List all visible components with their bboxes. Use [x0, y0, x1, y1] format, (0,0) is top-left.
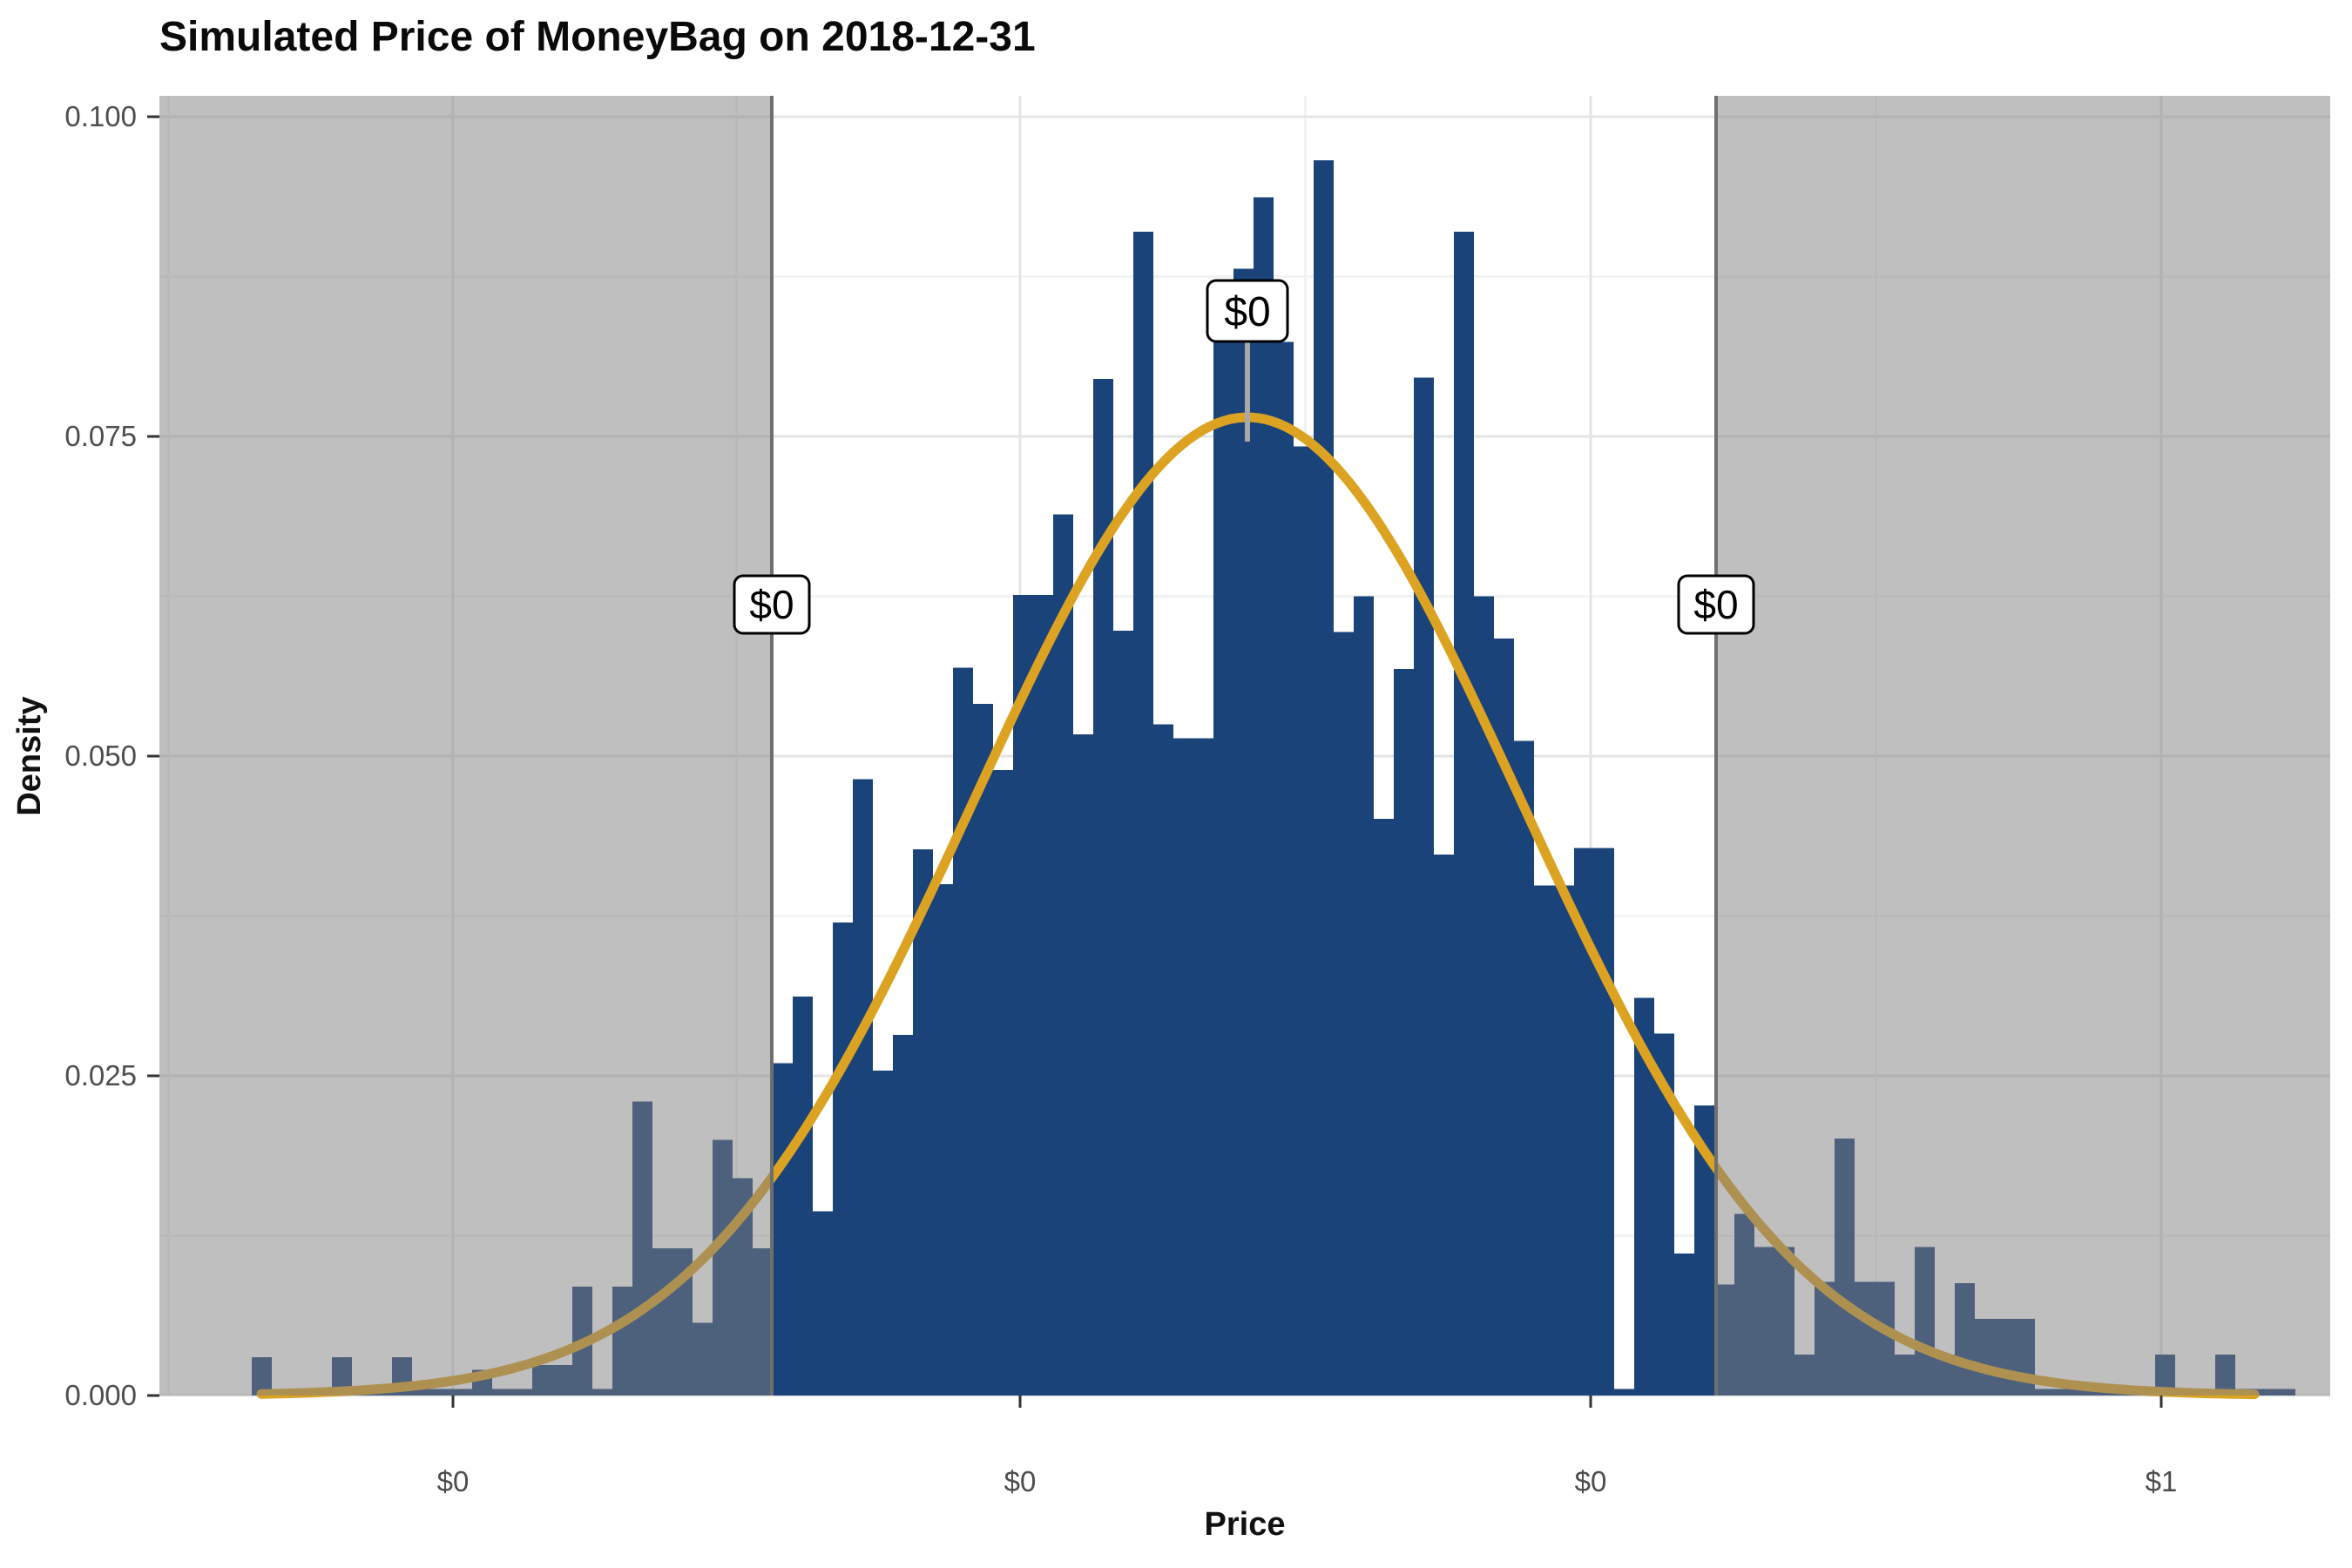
ci-shade-regions [159, 96, 2330, 1396]
histogram-bar [913, 849, 933, 1396]
histogram-bar [1133, 232, 1153, 1396]
x-tick-label: $0 [1575, 1465, 1607, 1497]
histogram-bar [1594, 848, 1614, 1396]
histogram-bar [1454, 232, 1474, 1396]
histogram-bar [773, 1063, 793, 1396]
histogram-bar [1113, 631, 1133, 1396]
ci-boundary-lines [770, 96, 1718, 1396]
histogram-bar [1274, 341, 1294, 1396]
histogram-bar [1654, 1033, 1674, 1396]
mean-label-text: $0 [1224, 289, 1270, 335]
histogram-bar [1193, 738, 1213, 1396]
histogram-bar [1634, 997, 1654, 1396]
y-tick-label: 0.100 [64, 100, 137, 132]
histogram-bar [813, 1211, 833, 1396]
histogram-bar [1414, 377, 1434, 1396]
histogram-bar [1294, 446, 1314, 1396]
axis-ticks: $0 $0 $0 $1 0.000 0.025 0.050 0.075 0.100 [64, 100, 2177, 1497]
histogram-bar [993, 770, 1013, 1396]
chart-title: Simulated Price of MoneyBag on 2018-12-3… [159, 14, 1036, 60]
histogram-bar [1033, 595, 1053, 1396]
histogram-bar [1694, 1105, 1714, 1396]
x-tick-label: $0 [1004, 1465, 1037, 1497]
histogram-bar [1314, 159, 1334, 1396]
x-tick-label: $1 [2146, 1465, 2178, 1497]
histogram-bar [1254, 197, 1274, 1396]
histogram-bar [873, 1071, 893, 1396]
histogram-bar [1053, 514, 1073, 1396]
mean-label-box [1206, 279, 1289, 343]
shade-left-of-ci [159, 96, 772, 1396]
mean-marker-label: $0 [1206, 279, 1289, 343]
histogram-bar [1093, 378, 1113, 1396]
histogram-bar [1534, 885, 1554, 1396]
ci-upper-label-text: $0 [1693, 582, 1738, 627]
histogram-bar [1474, 596, 1494, 1396]
histogram-bar [893, 1035, 913, 1396]
histogram-bar [1394, 669, 1414, 1396]
histogram-bar [1674, 1254, 1694, 1396]
histogram-bar [953, 667, 973, 1396]
histogram-bar [1354, 596, 1374, 1396]
ci-lower-label-text: $0 [749, 582, 794, 627]
x-axis-title: Price [1205, 1506, 1286, 1543]
ci-lower-marker-label: $0 [733, 574, 811, 635]
histogram-bar [1374, 818, 1394, 1396]
histogram-bar [793, 996, 813, 1396]
histogram-bar [1494, 638, 1514, 1396]
shade-right-of-ci [1716, 96, 2330, 1396]
histogram-bar [1514, 740, 1534, 1396]
histogram-bar [1213, 341, 1233, 1396]
y-tick-label: 0.000 [64, 1379, 137, 1411]
histogram-bar [933, 883, 953, 1396]
histogram-bar [1153, 724, 1173, 1396]
histogram-bar [833, 922, 853, 1396]
histogram-bar [1614, 1389, 1634, 1396]
histogram-bar [853, 779, 873, 1396]
histogram-bar [1233, 268, 1254, 1396]
ci-lower-label-box [733, 574, 811, 635]
histogram-bar [1574, 848, 1594, 1396]
histogram-bar [1073, 734, 1093, 1396]
histogram-bar [1173, 738, 1193, 1396]
y-tick-label: 0.050 [64, 740, 137, 772]
ci-upper-label-box [1677, 574, 1755, 635]
histogram-bar [973, 703, 993, 1396]
histogram-bar [1013, 595, 1033, 1396]
y-axis-title: Density [11, 696, 48, 815]
histogram-bar [1434, 855, 1454, 1396]
histogram-bar [1554, 885, 1574, 1396]
x-tick-label: $0 [437, 1465, 470, 1497]
ci-upper-marker-label: $0 [1677, 574, 1755, 635]
histogram-bar [1334, 632, 1354, 1396]
y-tick-label: 0.075 [64, 420, 137, 452]
y-tick-label: 0.025 [64, 1059, 137, 1092]
